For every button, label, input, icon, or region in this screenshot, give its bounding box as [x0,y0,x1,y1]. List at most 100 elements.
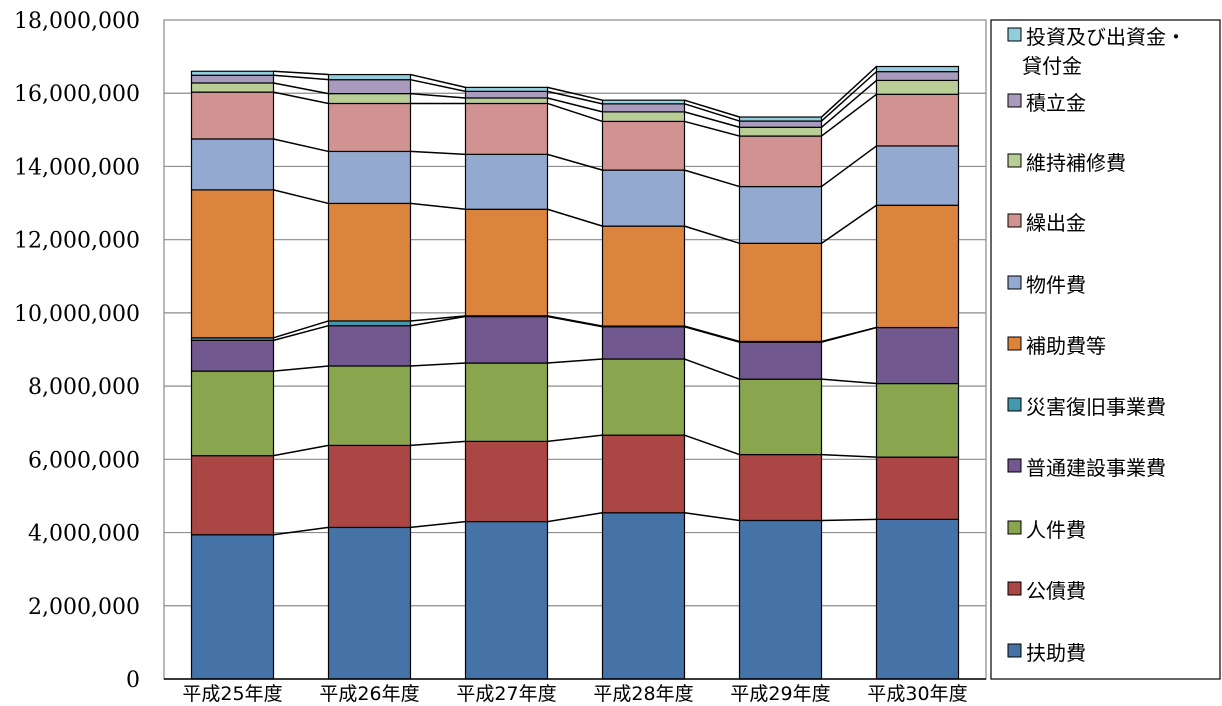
series-connector-line [684,120,740,137]
series-connector-line [821,453,877,458]
bar-segment [464,440,549,523]
series-connector-line [273,138,329,153]
bar-segment [738,116,823,122]
series-connector-line [821,204,877,244]
x-tick-label: 平成27年度 [456,683,556,705]
series-connector-line [547,102,603,123]
legend-entry-label: 災害復旧事業費 [1026,395,1166,419]
y-axis: 0 2,000,000 4,000,000 6,000,000 8,000,000 10,… [14,9,140,693]
series-connector-line [684,99,740,118]
bar-segment [738,378,823,456]
y-tick-label: 6,000,000 [28,448,140,473]
bar-segment [190,70,275,76]
bar-segment [738,341,823,380]
bar-segment [738,519,823,680]
series-connector-line [821,79,877,128]
bar-segment [464,97,549,105]
bar-segment [875,65,960,73]
bar-segment [738,135,823,188]
plot-area [163,19,987,680]
series-connector-line [547,512,603,523]
x-tick-label: 平成29年度 [730,683,830,705]
legend-frame [990,19,1221,680]
series-connector-line [547,358,603,364]
legend-entry-label: 維持補修費 [1026,151,1126,175]
bar-segment [190,370,275,457]
legend-swatch [1007,458,1022,473]
bar-segment [875,326,960,385]
y-tick-label: 12,000,000 [14,229,140,254]
y-tick-label: 18,000,000 [14,9,140,34]
bar-segment [464,520,549,680]
series-connector-line [547,315,603,327]
legend: 投資及び出資金・貸付金積立金維持補修費繰出金物件費補助費等災害復旧事業費普通建設… [990,19,1221,680]
bar-segment [601,99,686,105]
bar-segment [738,242,823,343]
series-connector-line [273,320,329,339]
x-axis: 平成25年度 平成26年度 平成27年度 平成28年度 平成29年度 平成30年度 [164,678,986,705]
bar-segment [601,358,686,436]
x-tick-label: 平成30年度 [867,683,967,705]
series-connector-line [410,520,466,529]
series-connector-line [684,512,740,522]
series-connector-line [547,434,603,443]
legend-entry-label: 補助費等 [1026,334,1106,358]
bar-segment [327,150,412,205]
bar-segment [875,71,960,82]
series-connector-line [410,92,466,99]
legend-swatch [1007,520,1022,535]
legend-entry-label: 公債費 [1026,579,1086,603]
legend-swatch [1007,581,1022,596]
series-connector-line [410,362,466,367]
series-connector-line [273,70,329,76]
bar-segment [190,82,275,93]
legend-entry-label: 繰出金 [1026,211,1086,235]
bar-segment [875,518,960,680]
legend-swatch [1007,397,1022,412]
legend-entry-label: 扶助費 [1026,641,1086,665]
series-connector-line [410,315,466,322]
bar-segment [601,434,686,514]
x-tick-label: 平成28年度 [593,683,693,705]
series-connector-line [821,145,877,188]
bar-segment [464,362,549,442]
bar-segment [738,453,823,522]
x-tick-label: 平成25年度 [182,683,282,705]
bar-segment [190,189,275,339]
series-connector-line [273,444,329,457]
bar-segment [464,86,549,92]
series-connector-line [684,225,740,245]
gridlines [164,92,986,607]
bar-segment [464,208,549,317]
bar-segment [875,145,960,206]
legend-entry-label: 普通建設事業費 [1026,456,1166,480]
series-connector-line [273,365,329,372]
series-connector-line [821,518,877,522]
series-connector-line [820,65,878,118]
series-connector-line [410,73,466,89]
bar-segment [875,204,960,329]
series-connector-line [273,91,329,105]
legend-entry-label: 積立金 [1026,91,1086,115]
legend-entry-label: 人件費 [1026,518,1086,542]
bar-segment [738,185,823,244]
bar-segment [327,202,412,322]
bar-segment [875,382,960,458]
bar-segment [190,138,275,191]
legend-swatch [1007,336,1022,351]
series-connector-line [410,202,466,211]
series-connector-line [273,526,329,536]
series-connector-line [547,208,603,227]
bar-segment [327,92,412,105]
bar-segment [601,512,686,680]
series-connector-line [547,97,603,113]
bar-segment [190,91,275,140]
bar-segment [875,79,960,95]
y-tick-label: 10,000,000 [14,302,140,327]
legend-swatch [1007,213,1022,228]
series-connector-line [410,150,466,156]
bar-segment [601,111,686,123]
bar-segment [190,534,275,680]
bar-segment [190,74,275,84]
